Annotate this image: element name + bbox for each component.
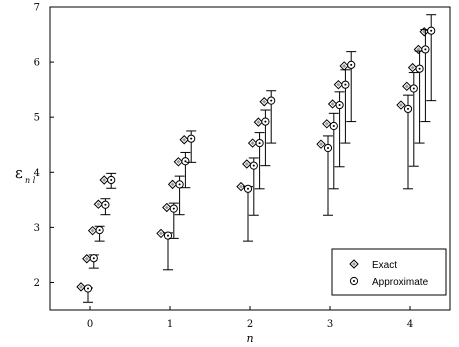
approximate-point xyxy=(255,138,264,148)
exact-point xyxy=(253,117,264,127)
approximate-point xyxy=(329,121,338,131)
exact-point xyxy=(247,138,258,148)
approximate-point xyxy=(169,204,178,213)
x-tick-label: 4 xyxy=(407,319,413,330)
approximate-point xyxy=(187,134,196,143)
y-tick-label: 4 xyxy=(34,168,40,179)
y-axis-title-subscript: n l xyxy=(25,176,36,185)
approximate-point xyxy=(249,161,258,170)
approximate-point xyxy=(347,60,356,69)
approximate-point xyxy=(107,175,116,185)
approximate-point xyxy=(95,226,104,235)
approximate-point xyxy=(415,64,424,73)
x-tick-label: 0 xyxy=(87,319,93,330)
y-axis-title: ε xyxy=(15,164,23,182)
exact-point xyxy=(339,61,349,71)
exact-point xyxy=(93,199,104,209)
y-tick-label: 7 xyxy=(34,3,40,14)
approximate-point xyxy=(261,117,270,126)
exact-point xyxy=(322,119,332,129)
exact-point xyxy=(259,97,269,107)
exact-point xyxy=(162,202,172,213)
approximate-point xyxy=(341,80,350,89)
approximate-error-bar xyxy=(243,186,253,242)
exact-point xyxy=(87,225,98,236)
approximate-point xyxy=(335,100,344,110)
approximate-point xyxy=(421,45,430,54)
y-axis-ticks: 2 3 4 5 6 7 xyxy=(34,3,54,289)
approximate-point xyxy=(403,104,413,114)
exact-point xyxy=(76,282,86,292)
exact-point xyxy=(242,159,252,169)
exact-point xyxy=(327,99,338,109)
approximate-point xyxy=(83,284,93,293)
y-tick-label: 2 xyxy=(34,278,40,289)
approximate-error-bar xyxy=(420,29,431,123)
legend-approximate-marker xyxy=(349,276,359,286)
legend-box xyxy=(331,248,447,296)
approximate-point xyxy=(163,231,173,240)
exact-point xyxy=(236,181,246,192)
x-tick-label: 3 xyxy=(327,319,333,330)
approximate-point xyxy=(427,26,436,35)
legend-exact-label: Exact xyxy=(372,260,397,271)
legend-approximate-label: Approximate xyxy=(372,277,429,288)
exact-point xyxy=(333,79,344,90)
approximate-point xyxy=(101,200,110,209)
approximate-point xyxy=(89,254,98,263)
exact-point xyxy=(407,62,418,73)
exact-point xyxy=(316,139,326,149)
x-axis-ticks: 0 1 2 3 4 xyxy=(87,306,413,330)
x-tick-label: 2 xyxy=(247,319,253,330)
y-tick-label: 6 xyxy=(34,58,40,69)
legend-exact-marker xyxy=(349,259,359,269)
x-axis-title: n xyxy=(246,332,253,345)
approximate-point xyxy=(267,96,276,105)
exact-point xyxy=(413,44,424,55)
exact-point xyxy=(82,254,92,264)
approximate-point xyxy=(181,157,190,166)
series-layer xyxy=(76,14,437,303)
approximate-point xyxy=(409,84,418,93)
y-tick-label: 5 xyxy=(34,113,40,124)
approximate-point xyxy=(323,143,333,153)
exact-point xyxy=(156,228,166,239)
exact-point xyxy=(173,157,184,167)
x-tick-label: 1 xyxy=(167,319,173,330)
approximate-point xyxy=(175,180,184,189)
exact-point xyxy=(402,81,412,92)
legend: Exact Approximate xyxy=(331,248,447,296)
exact-point xyxy=(99,175,109,185)
exact-point xyxy=(167,179,178,190)
exact-point xyxy=(419,27,429,37)
exact-point xyxy=(179,135,189,145)
approximate-point xyxy=(243,184,253,193)
y-tick-label: 3 xyxy=(34,223,40,234)
exact-point xyxy=(396,100,406,110)
